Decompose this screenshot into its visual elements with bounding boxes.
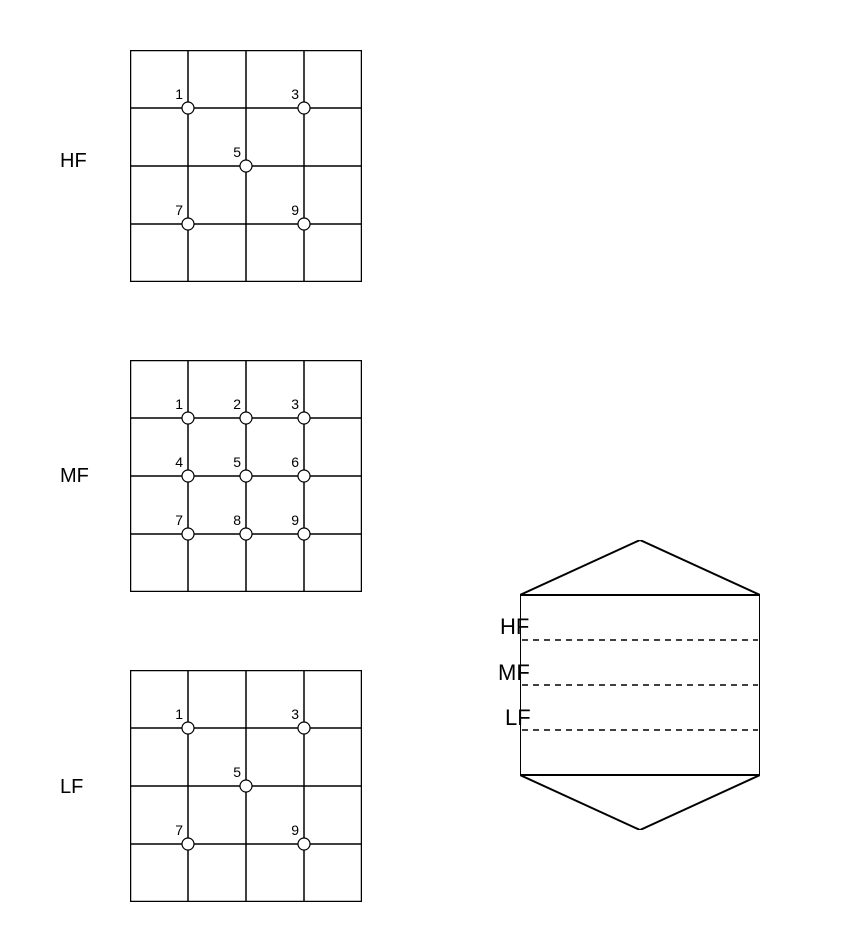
grid-node	[298, 528, 310, 540]
grid-node	[182, 528, 194, 540]
grid-node	[240, 160, 252, 172]
grid-node-label: 4	[175, 454, 183, 470]
grid-node-label: 1	[175, 86, 183, 102]
grid-node	[298, 102, 310, 114]
grid-node	[298, 838, 310, 850]
grid-node-label: 3	[291, 86, 299, 102]
grid-node-label: 9	[291, 822, 299, 838]
grid-node	[298, 722, 310, 734]
grid-node	[182, 412, 194, 424]
mf-grid: 1 2 3 4 5 6 7 8 9	[130, 360, 362, 592]
grid-node-label: 9	[291, 512, 299, 528]
hex-label-hf: HF	[500, 614, 529, 640]
hexagon-diagram	[520, 540, 760, 830]
grid-node-label: 2	[233, 396, 241, 412]
lf-label: LF	[60, 776, 83, 799]
grid-node	[240, 412, 252, 424]
grid-node	[182, 102, 194, 114]
hf-label: HF	[60, 150, 87, 173]
grid-node	[182, 838, 194, 850]
grid-node	[182, 722, 194, 734]
grid-node	[298, 470, 310, 482]
grid-node-label: 6	[291, 454, 299, 470]
mf-label: MF	[60, 465, 89, 488]
grid-node-label: 3	[291, 706, 299, 722]
grid-node	[298, 412, 310, 424]
grid-node	[240, 528, 252, 540]
grid-node-label: 1	[175, 706, 183, 722]
grid-node-label: 9	[291, 202, 299, 218]
lf-grid: 1 3 5 7 9	[130, 670, 362, 902]
grid-node-label: 5	[233, 144, 241, 160]
hf-grid: 1 3 5 7 9	[130, 50, 362, 282]
grid-node-label: 7	[175, 202, 183, 218]
grid-node-label: 5	[233, 764, 241, 780]
grid-node-label: 8	[233, 512, 241, 528]
grid-node-label: 3	[291, 396, 299, 412]
grid-node	[182, 218, 194, 230]
grid-node-label: 5	[233, 454, 241, 470]
grid-node-label: 7	[175, 512, 183, 528]
grid-node-label: 1	[175, 396, 183, 412]
grid-node	[240, 780, 252, 792]
grid-node	[182, 470, 194, 482]
grid-node-label: 7	[175, 822, 183, 838]
grid-node	[298, 218, 310, 230]
hex-label-mf: MF	[498, 660, 530, 686]
grid-node	[240, 470, 252, 482]
hex-label-lf: LF	[505, 705, 531, 731]
